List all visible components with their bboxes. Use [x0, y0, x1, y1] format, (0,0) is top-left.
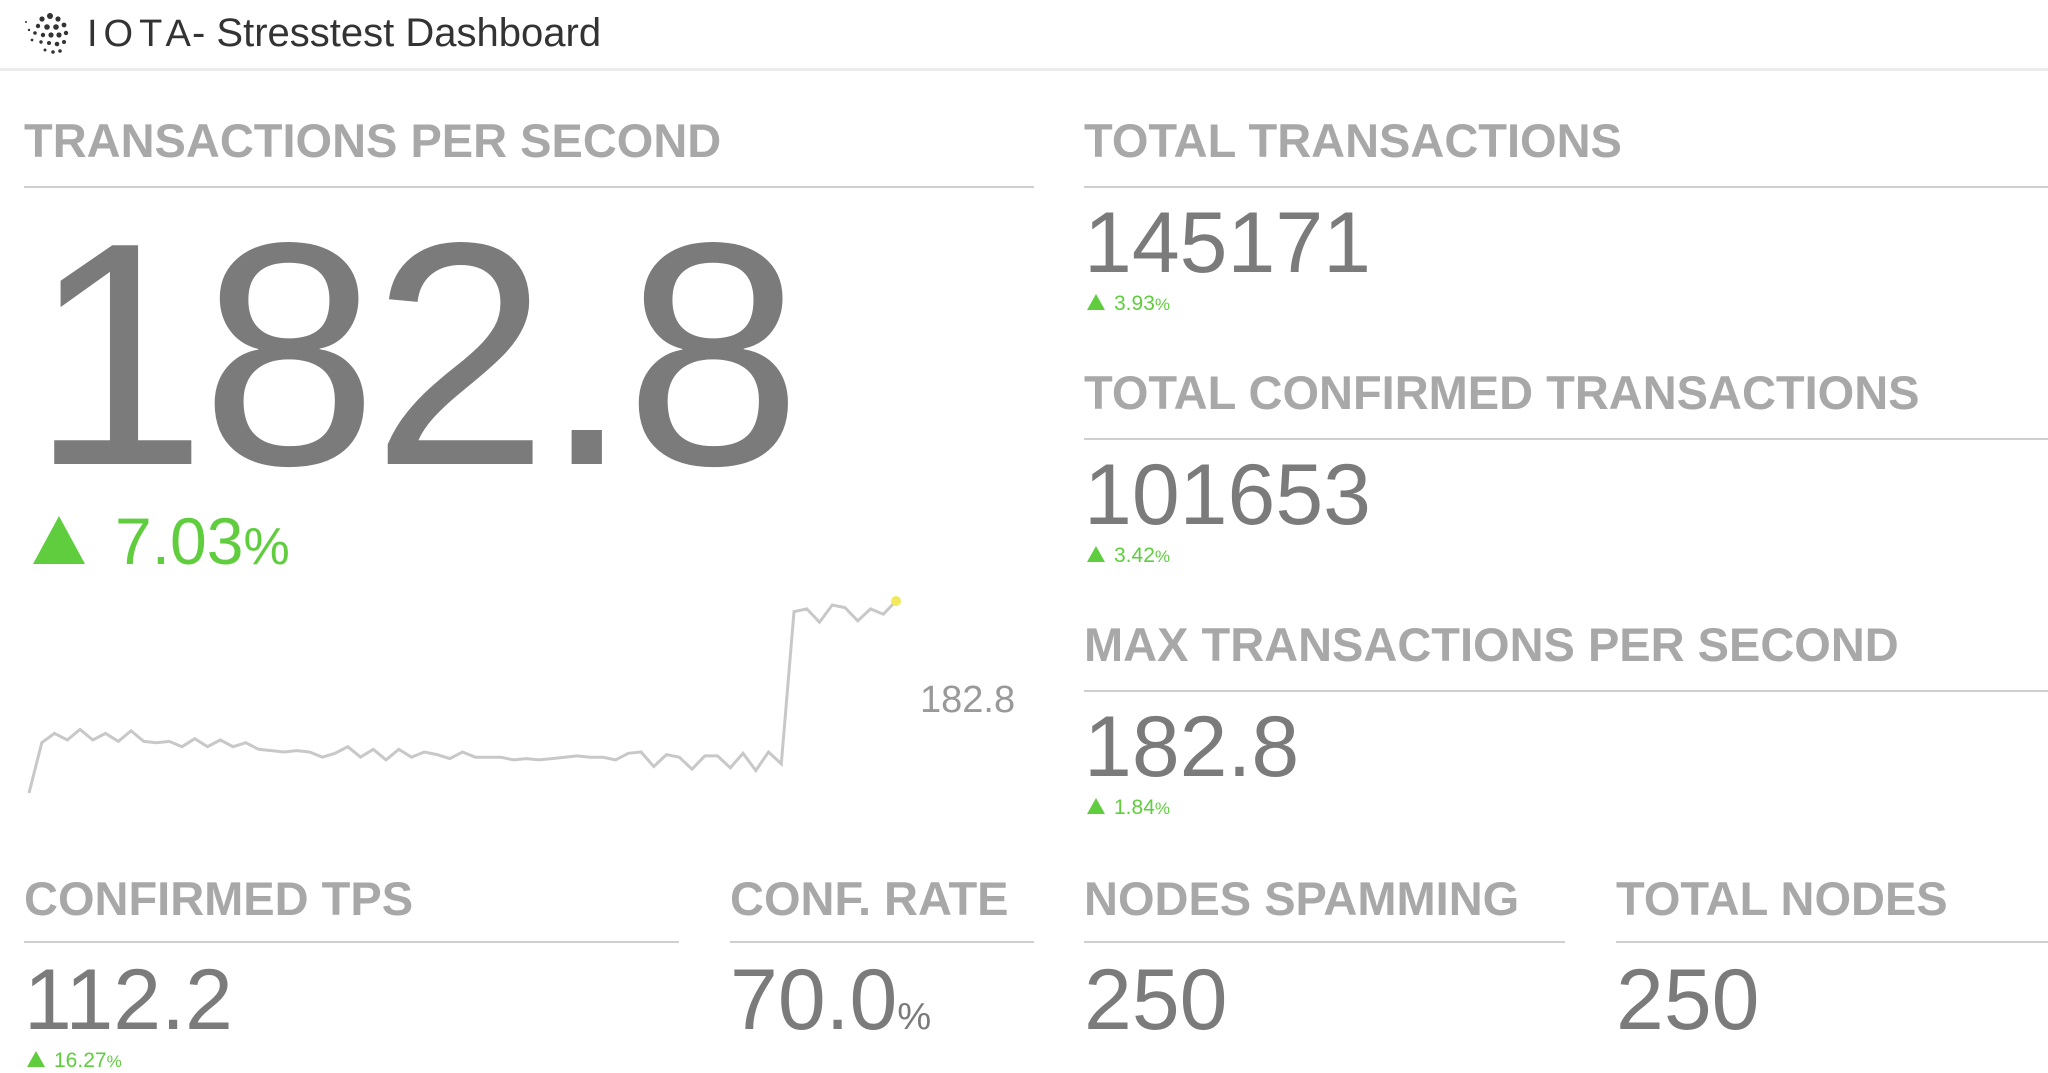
change-unit: %	[1155, 799, 1170, 818]
stat-value: 250	[1616, 952, 1760, 1048]
panel-heading: TRANSACTIONS PER SECOND	[24, 114, 721, 167]
up-arrow	[1087, 546, 1105, 562]
up-arrow	[1087, 294, 1105, 310]
change-value: 16.27	[54, 1049, 107, 1072]
panel-heading: CONF. RATE	[730, 872, 1009, 925]
big-value: 182.8	[30, 177, 796, 532]
stat-value: 70.0	[730, 952, 897, 1048]
change-text: 7.03%	[115, 504, 290, 578]
stat-value: 112.2	[24, 952, 233, 1048]
logo-icon	[25, 13, 69, 54]
header-shadow	[0, 68, 2048, 71]
change-value: 1.84	[1114, 796, 1155, 819]
panel-heading: TOTAL TRANSACTIONS	[1084, 114, 1622, 167]
panel-heading: MAX TRANSACTIONS PER SECOND	[1084, 618, 1899, 671]
up-arrow	[1087, 798, 1105, 814]
up-arrow	[33, 516, 85, 564]
stat-text: 70.0%	[730, 952, 931, 1048]
change-value: 7.03	[115, 504, 243, 578]
change-unit: %	[107, 1052, 122, 1071]
change-unit: %	[1155, 547, 1170, 566]
panel-heading: NODES SPAMMING	[1084, 872, 1519, 925]
logo-text: IOTA	[87, 13, 197, 55]
panel-heading: CONFIRMED TPS	[24, 872, 413, 925]
panel-heading: TOTAL NODES	[1616, 872, 1948, 925]
change-text: 3.42%	[1114, 544, 1170, 567]
sparkline	[27, 596, 901, 794]
change-text: 1.84%	[1114, 796, 1170, 819]
stat-value: 182.8	[1084, 699, 1299, 795]
change-text: 16.27%	[54, 1049, 122, 1072]
stat-value: 101653	[1084, 447, 1371, 543]
stat-value: 145171	[1084, 195, 1371, 291]
sparkline-label: 182.8	[920, 679, 1015, 721]
stat-unit: %	[897, 996, 931, 1038]
change-text: 3.93%	[1114, 292, 1170, 315]
change-value: 3.93	[1114, 292, 1155, 315]
sparkline-line	[27, 599, 898, 794]
change-unit: %	[243, 518, 289, 576]
up-arrow	[27, 1051, 45, 1067]
panel-heading: TOTAL CONFIRMED TRANSACTIONS	[1084, 366, 1920, 419]
change-unit: %	[1155, 295, 1170, 314]
sparkline-end	[891, 596, 901, 606]
header-title: - Stresstest Dashboard	[192, 11, 601, 55]
header-bar	[0, 0, 2048, 68]
stat-value: 250	[1084, 952, 1228, 1048]
change-value: 3.42	[1114, 544, 1155, 567]
